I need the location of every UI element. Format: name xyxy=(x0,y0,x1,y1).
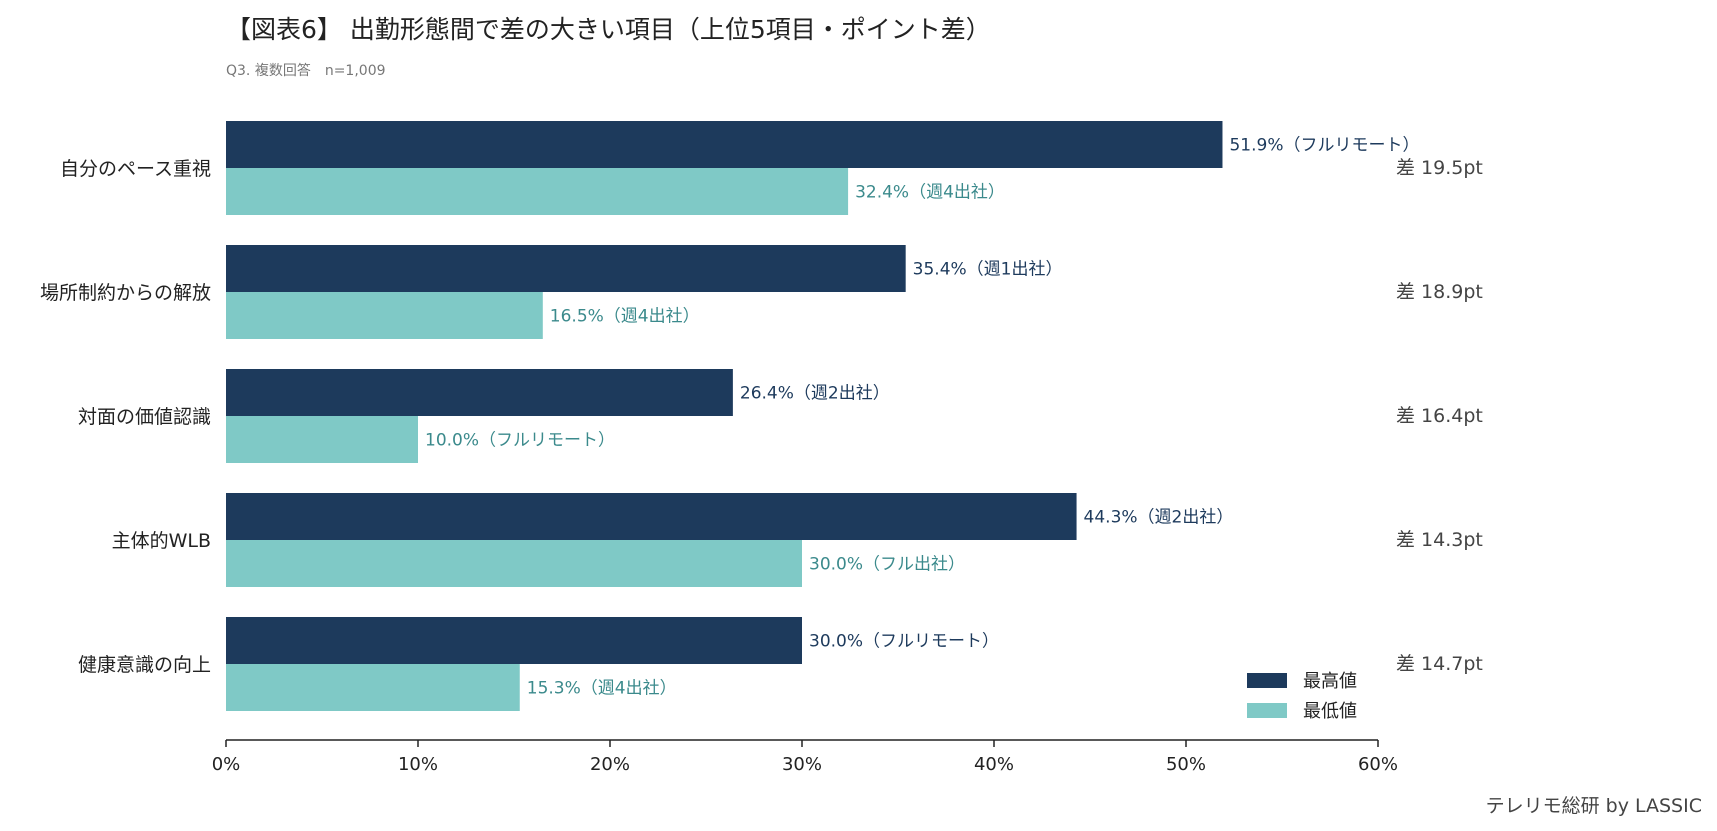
bar-value-label: 15.3%（週4出社） xyxy=(527,679,677,699)
bar-min xyxy=(226,664,520,711)
chart-subtitle: Q3. 複数回答 n=1,009 xyxy=(226,62,386,79)
bar-max xyxy=(226,493,1077,540)
difference-label: 差 18.9pt xyxy=(1396,281,1483,303)
bar-max xyxy=(226,245,906,292)
bar-value-label: 16.5%（週4出社） xyxy=(550,307,700,327)
bar-min xyxy=(226,540,802,587)
bar-min xyxy=(226,416,418,463)
difference-label: 差 14.7pt xyxy=(1396,653,1483,675)
bar-value-label: 26.4%（週2出社） xyxy=(740,384,890,404)
bar-max xyxy=(226,121,1223,168)
footer-credit: テレリモ総研 by LASSIC xyxy=(1486,795,1702,817)
x-tick-label: 10% xyxy=(398,754,438,775)
category-label: 自分のペース重視 xyxy=(60,158,211,180)
bar-max xyxy=(226,617,802,664)
legend-swatch xyxy=(1247,673,1287,688)
bar-value-label: 30.0%（フル出社） xyxy=(809,555,965,575)
bar-value-label: 44.3%（週2出社） xyxy=(1084,508,1234,528)
bar-min xyxy=(226,168,849,215)
bar-max xyxy=(226,369,733,416)
difference-label: 差 14.3pt xyxy=(1396,529,1483,551)
legend-swatch xyxy=(1247,703,1287,718)
legend-label: 最低値 xyxy=(1303,701,1357,722)
chart-title: 【図表6】 出勤形態間で差の大きい項目（上位5項目・ポイント差） xyxy=(226,15,991,44)
category-label: 場所制約からの解放 xyxy=(40,282,211,304)
bar-value-label: 32.4%（週4出社） xyxy=(855,183,1005,203)
x-tick-label: 50% xyxy=(1166,754,1206,775)
bar-value-label: 35.4%（週1出社） xyxy=(913,260,1063,280)
category-label: 対面の価値認識 xyxy=(78,406,211,428)
x-tick-label: 20% xyxy=(590,754,630,775)
bar-value-label: 51.9%（フルリモート） xyxy=(1229,136,1419,156)
x-tick-label: 0% xyxy=(212,754,241,775)
legend-label: 最高値 xyxy=(1303,671,1357,692)
bar-value-label: 10.0%（フルリモート） xyxy=(425,431,615,451)
x-tick-label: 60% xyxy=(1358,754,1398,775)
x-tick-label: 30% xyxy=(782,754,822,775)
category-label: 健康意識の向上 xyxy=(78,654,211,676)
bar-min xyxy=(226,292,543,339)
category-label: 主体的WLB xyxy=(112,530,211,552)
difference-label: 差 19.5pt xyxy=(1396,157,1483,179)
difference-label: 差 16.4pt xyxy=(1396,405,1483,427)
bar-value-label: 30.0%（フルリモート） xyxy=(809,632,999,652)
x-tick-label: 40% xyxy=(974,754,1014,775)
